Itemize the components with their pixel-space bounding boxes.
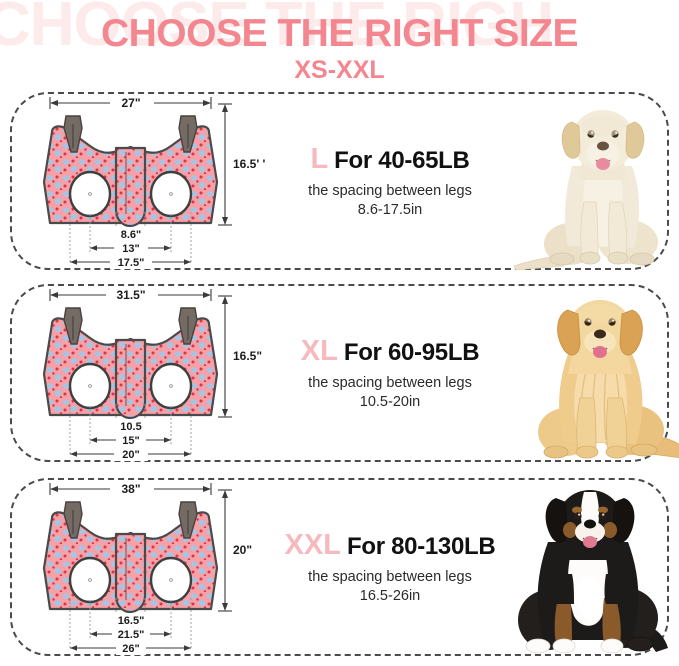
weight-range-label: For 40-65LB [334, 147, 470, 175]
harness-diagram-xl: 31.5" [30, 286, 280, 462]
harness-diagram-l: 27" [30, 94, 280, 270]
ghost-watermark-text: CHOOSE THE RIGH [0, 0, 554, 59]
harness-diagram-xxl: 38" [30, 480, 280, 656]
weight-range-label: For 60-95LB [343, 339, 480, 367]
weight-range-label: For 80-130LB [346, 533, 496, 561]
dimension-height-side [218, 295, 232, 418]
dimension-label-leg-middle: 13" [122, 243, 139, 255]
spacing-value: 10.5-20in [359, 394, 421, 410]
harness-body [42, 501, 219, 614]
dimension-label-leg-inner: 16.5" [118, 615, 145, 627]
spacing-caption: the spacing between legs [308, 569, 472, 586]
size-panel-xxl: 38" [10, 478, 669, 656]
leg-hole-right [149, 170, 193, 218]
size-tag: XL [300, 335, 338, 368]
spacing-caption: the spacing between legs [308, 183, 472, 200]
dimension-label-width-top: 27" [121, 96, 140, 110]
dimension-label-leg-outer: 20" [122, 449, 139, 461]
dimension-label-leg-middle: 21.5" [118, 629, 145, 641]
leg-hole-right [149, 556, 193, 604]
buckle-left [63, 307, 83, 345]
leg-hole-left [68, 362, 112, 410]
size-info-xl: XL For 60-95LB the spacing between legs … [274, 286, 506, 462]
dimension-label-height-side: 20" [233, 543, 252, 557]
size-headline: XL For 60-95LB [300, 335, 480, 368]
spacing-caption: the spacing between legs [308, 375, 472, 392]
dimension-label-leg-outer: 17.5" [118, 257, 145, 269]
buckle-left [63, 115, 83, 153]
golden-retriever-illustration [538, 300, 679, 459]
dimension-label-leg-inner: 8.6" [121, 229, 142, 241]
dimension-label-height-side: 16.5' ' [233, 157, 266, 171]
page-title: CHOOSE THE RIGHT SIZE [100, 12, 579, 55]
size-info-xxl: XXL For 80-130LB the spacing between leg… [274, 480, 506, 656]
dog-photo-bernese-mountain-dog [496, 482, 679, 656]
buckle-right [178, 115, 198, 153]
buckle-right [178, 501, 198, 539]
leg-hole-left [68, 556, 112, 604]
dog-photo-yellow-labrador [512, 96, 679, 270]
harness-body [42, 307, 219, 420]
dimension-height-side [218, 489, 232, 612]
size-panel-l: 27" [10, 92, 669, 270]
dimension-height-side [218, 103, 232, 226]
labrador-illustration [513, 110, 658, 270]
leg-hole-right [149, 362, 193, 410]
buckle-left [63, 501, 83, 539]
dimension-label-leg-outer: 26" [122, 643, 139, 655]
spacing-value: 16.5-26in [359, 588, 421, 604]
dimension-label-width-top: 38" [121, 482, 140, 496]
dog-photo-golden-retriever [510, 288, 679, 462]
size-headline: XXL For 80-130LB [285, 531, 496, 560]
size-panel-xl: 31.5" [10, 284, 679, 462]
dimension-label-width-top: 31.5" [116, 288, 145, 302]
buckle-right [178, 307, 198, 345]
size-tag: XXL [284, 529, 341, 562]
dimension-label-height-side: 16.5" [233, 349, 262, 363]
spacing-value: 8.6-17.5in [357, 202, 423, 218]
leg-hole-left [68, 170, 112, 218]
bernese-illustration [518, 490, 668, 654]
size-headline: L For 40-65LB [310, 145, 469, 174]
dimension-label-leg-middle: 15" [122, 435, 139, 447]
size-tag: L [310, 143, 329, 176]
page-subtitle: XS-XXL [294, 56, 385, 84]
size-info-l: L For 40-65LB the spacing between legs 8… [274, 94, 506, 270]
dimension-label-leg-inner: 10.5 [120, 421, 141, 433]
harness-body [42, 115, 219, 228]
